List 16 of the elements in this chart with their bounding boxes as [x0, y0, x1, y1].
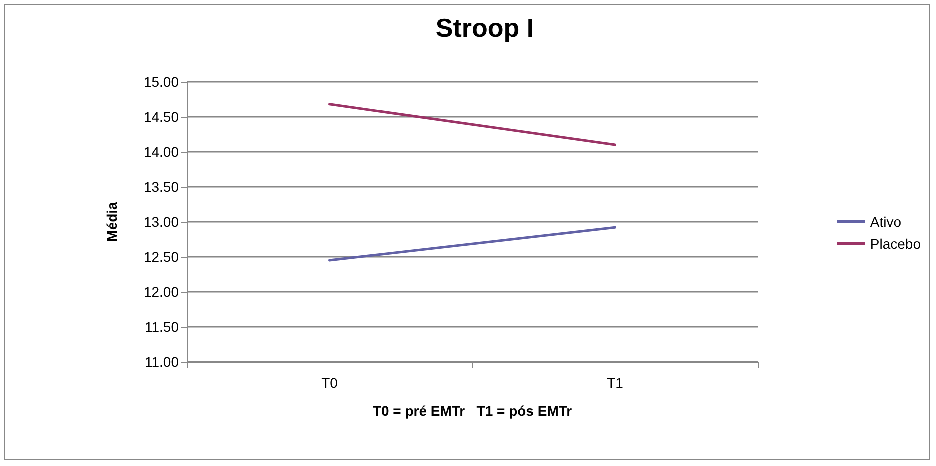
x-tick-label: T1	[607, 375, 624, 391]
y-tick-label: 12.50	[144, 249, 180, 265]
legend-label: Ativo	[870, 214, 902, 230]
y-tick-label: 12.00	[144, 284, 180, 300]
y-tick-label: 13.00	[144, 214, 180, 230]
x-tick-label: T0	[322, 375, 338, 391]
y-tick-label: 13.50	[144, 179, 180, 195]
y-tick-label: 11.00	[145, 354, 180, 370]
chart-title: Stroop I	[436, 13, 534, 43]
legend-label: Placebo	[870, 236, 922, 252]
y-tick-label: 11.50	[145, 319, 180, 335]
x-axis-title: T0 = pré EMTr T1 = pós EMTr	[372, 403, 573, 419]
y-tick-label: 14.50	[144, 109, 180, 125]
y-axis-title: Média	[104, 202, 120, 242]
y-tick-label: 15.00	[144, 74, 180, 90]
y-tick-label: 14.00	[144, 144, 180, 160]
